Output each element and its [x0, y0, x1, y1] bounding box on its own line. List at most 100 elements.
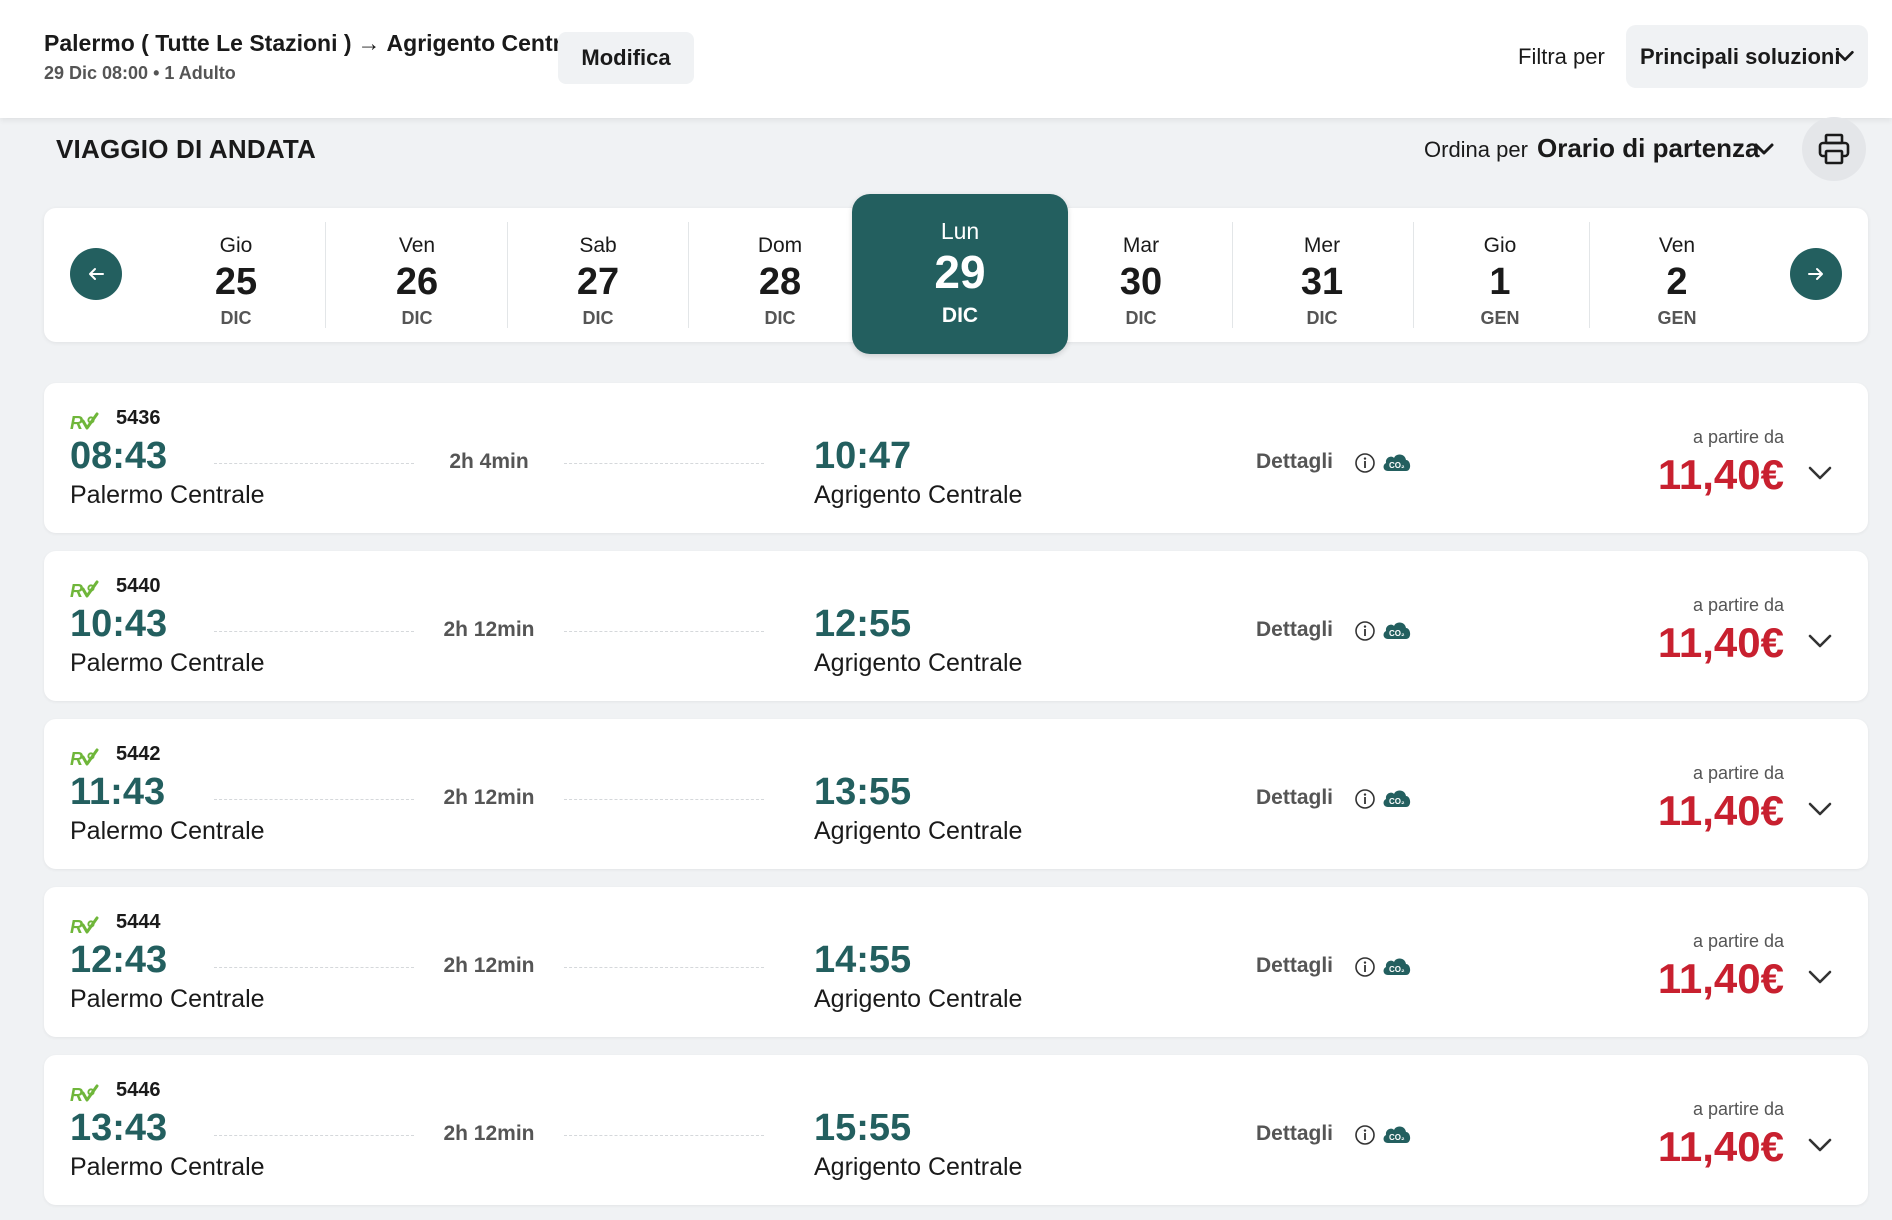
- co2-cloud-icon[interactable]: CO₂: [1381, 1121, 1413, 1147]
- details-link[interactable]: Dettagli: [1256, 954, 1334, 977]
- print-button[interactable]: [1802, 117, 1866, 181]
- train-card[interactable]: R 5436 08:43 Palermo Centrale 2h 4min 10…: [44, 383, 1868, 533]
- svg-text:CO₂: CO₂: [1389, 629, 1405, 638]
- train-card[interactable]: R 5446 13:43 Palermo Centrale 2h 12min 1…: [44, 1055, 1868, 1205]
- day-number: 30: [1119, 261, 1163, 303]
- train-number: 5440: [116, 575, 161, 597]
- route-summary: Palermo ( Tutte Le Stazioni ) → Agrigento …: [44, 30, 594, 57]
- regionale-logo-icon: R: [70, 748, 99, 769]
- departure-station: Palermo Centrale: [70, 1153, 265, 1181]
- co2-cloud-icon[interactable]: CO₂: [1381, 953, 1413, 979]
- top-header: Palermo ( Tutte Le Stazioni ) → Agrigento …: [0, 0, 1892, 118]
- day-number: 29: [934, 246, 986, 298]
- day-name: Dom: [757, 234, 803, 257]
- chevron-down-icon[interactable]: [1806, 463, 1834, 483]
- next-dates-button[interactable]: [1790, 248, 1842, 300]
- day-month: DIC: [1125, 308, 1157, 328]
- info-icon[interactable]: [1354, 788, 1376, 810]
- day-number: 1: [1489, 261, 1511, 303]
- info-icon[interactable]: [1354, 956, 1376, 978]
- svg-text:R: R: [70, 581, 83, 601]
- info-icon[interactable]: [1354, 1124, 1376, 1146]
- date-option[interactable]: Mar 30 DIC: [1076, 222, 1206, 328]
- co2-cloud-icon[interactable]: CO₂: [1381, 785, 1413, 811]
- chevron-down-icon[interactable]: [1806, 631, 1834, 651]
- chevron-down-icon[interactable]: [1752, 137, 1776, 161]
- date-option[interactable]: Mer 31 DIC: [1257, 222, 1387, 328]
- train-number: 5442: [116, 743, 161, 765]
- co2-cloud-icon[interactable]: CO₂: [1381, 617, 1413, 643]
- journey-line: [564, 799, 764, 800]
- day-month: DIC: [220, 308, 252, 328]
- svg-text:CO₂: CO₂: [1389, 797, 1405, 806]
- date-divider: [507, 222, 508, 328]
- info-icon[interactable]: [1354, 620, 1376, 642]
- date-option[interactable]: Gio 25 DIC: [171, 222, 301, 328]
- date-option-selected[interactable]: Lun 29 DIC: [852, 194, 1068, 354]
- regionale-logo-icon: R: [70, 916, 99, 937]
- info-icon[interactable]: [1354, 452, 1376, 474]
- day-name: Gio: [219, 234, 253, 257]
- arrival-station: Agrigento Centrale: [814, 481, 1023, 509]
- price-from-label: a partire da: [1692, 427, 1784, 447]
- regionale-logo-icon: R: [70, 412, 99, 433]
- chevron-down-icon: [1836, 50, 1854, 62]
- date-divider: [1413, 222, 1414, 328]
- train-card[interactable]: R 5444 12:43 Palermo Centrale 2h 12min 1…: [44, 887, 1868, 1037]
- date-option[interactable]: Sab 27 DIC: [533, 222, 663, 328]
- train-card[interactable]: R 5440 10:43 Palermo Centrale 2h 12min 1…: [44, 551, 1868, 701]
- journey-line: [214, 799, 414, 800]
- sort-select[interactable]: Orario di partenza: [1537, 133, 1760, 163]
- day-name: Lun: [940, 218, 980, 244]
- arrow-left-icon: [89, 268, 104, 280]
- journey-line: [214, 967, 414, 968]
- arrival-time: 15:55: [814, 1107, 912, 1149]
- train-card[interactable]: R 5442 11:43 Palermo Centrale 2h 12min 1…: [44, 719, 1868, 869]
- co2-cloud-icon[interactable]: CO₂: [1381, 449, 1413, 475]
- svg-text:R: R: [70, 413, 83, 433]
- modify-button[interactable]: Modifica: [558, 32, 694, 84]
- departure-time: 12:43: [70, 939, 168, 981]
- day-name: Sab: [579, 234, 617, 257]
- date-option[interactable]: Dom 28 DIC: [715, 222, 845, 328]
- chevron-down-icon[interactable]: [1806, 799, 1834, 819]
- details-link[interactable]: Dettagli: [1256, 786, 1334, 809]
- route-details: 29 Dic 08:00 • 1 Adulto: [44, 63, 236, 83]
- journey-line: [214, 463, 414, 464]
- day-month: DIC: [401, 308, 433, 328]
- route-from: Palermo ( Tutte Le Stazioni ): [44, 30, 352, 56]
- journey-line: [214, 631, 414, 632]
- departure-time: 08:43: [70, 435, 168, 477]
- arrival-station: Agrigento Centrale: [814, 649, 1023, 677]
- chevron-down-icon[interactable]: [1806, 1135, 1834, 1155]
- price: 11,40€: [1657, 787, 1784, 834]
- date-option[interactable]: Ven 2 GEN: [1612, 222, 1742, 328]
- train-number: 5446: [116, 1079, 161, 1101]
- journey-duration: 2h 4min: [449, 450, 529, 473]
- day-month: DIC: [582, 308, 614, 328]
- date-option[interactable]: Ven 26 DIC: [352, 222, 482, 328]
- date-option[interactable]: Gio 1 GEN: [1435, 222, 1565, 328]
- day-month: GEN: [1657, 308, 1697, 328]
- details-link[interactable]: Dettagli: [1256, 450, 1334, 473]
- chevron-down-icon[interactable]: [1806, 967, 1834, 987]
- arrow-right-icon: [1808, 268, 1823, 280]
- route-arrow-icon: →: [357, 30, 381, 56]
- departure-station: Palermo Centrale: [70, 985, 265, 1013]
- day-number: 27: [576, 261, 620, 303]
- day-number: 28: [758, 261, 802, 303]
- prev-dates-button[interactable]: [70, 248, 122, 300]
- arrival-time: 13:55: [814, 771, 912, 813]
- journey-line: [214, 1135, 414, 1136]
- departure-time: 13:43: [70, 1107, 168, 1149]
- journey-line: [564, 1135, 764, 1136]
- details-link[interactable]: Dettagli: [1256, 1122, 1334, 1145]
- price-from-label: a partire da: [1692, 595, 1784, 615]
- journey-line: [564, 463, 764, 464]
- svg-text:R: R: [70, 917, 83, 937]
- filter-select[interactable]: Principali soluzioni: [1626, 25, 1868, 88]
- details-link[interactable]: Dettagli: [1256, 618, 1334, 641]
- section-title: VIAGGIO DI ANDATA: [56, 134, 317, 164]
- price-from-label: a partire da: [1692, 1099, 1784, 1119]
- svg-text:CO₂: CO₂: [1389, 1133, 1405, 1142]
